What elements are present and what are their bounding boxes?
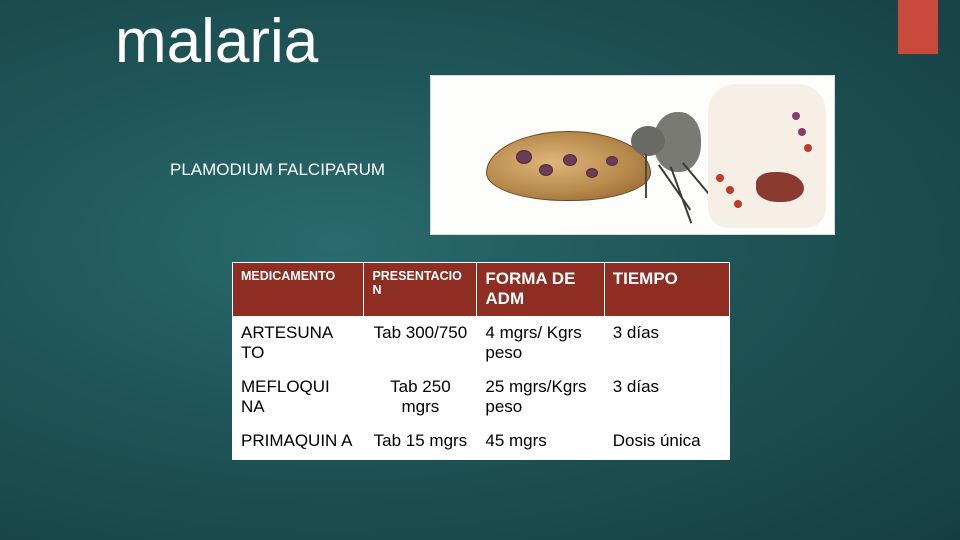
cell-forma: 25 mgrs/Kgrs peso — [477, 371, 604, 425]
liver-shape — [756, 172, 804, 202]
oocyst-shape — [539, 164, 553, 176]
cell-forma: 4 mgrs/ Kgrs peso — [477, 317, 604, 371]
cell-dot-icon — [734, 200, 742, 208]
cell-medicamento: MEFLOQUI NA — [233, 371, 364, 425]
oocyst-shape — [606, 156, 618, 166]
cell-presentacion: Tab 300/750 — [364, 317, 477, 371]
table-row: PRIMAQUIN A Tab 15 mgrs 45 mgrs Dosis ún… — [233, 425, 730, 460]
cell-tiempo: 3 días — [604, 317, 729, 371]
col-header-forma: FORMA DE ADM — [477, 263, 604, 317]
accent-bar — [898, 0, 938, 54]
human-body-shape — [708, 84, 826, 228]
cell-medicamento: ARTESUNA TO — [233, 317, 364, 371]
col-header-medicamento: MEDICAMENTO — [233, 263, 364, 317]
slide-title: malaria — [115, 6, 318, 77]
mosquito-abdomen-shape — [486, 131, 651, 201]
cell-medicamento: PRIMAQUIN A — [233, 425, 364, 460]
mosquito-leg-shape — [670, 166, 692, 223]
medication-table: MEDICAMENTO PRESENTACIO N FORMA DE ADM T… — [232, 262, 730, 460]
cell-dot-icon — [726, 186, 734, 194]
mosquito-proboscis-shape — [645, 154, 647, 198]
cell-dot-icon — [804, 144, 812, 152]
cell-presentacion: Tab 15 mgrs — [364, 425, 477, 460]
lifecycle-diagram — [430, 75, 835, 235]
col-header-tiempo: TIEMPO — [604, 263, 729, 317]
table-row: ARTESUNA TO Tab 300/750 4 mgrs/ Kgrs pes… — [233, 317, 730, 371]
oocyst-shape — [516, 150, 532, 164]
cell-presentacion: Tab 250 mgrs — [364, 371, 477, 425]
cell-tiempo: 3 días — [604, 371, 729, 425]
cell-dot-icon — [716, 174, 724, 182]
table-header-row: MEDICAMENTO PRESENTACIO N FORMA DE ADM T… — [233, 263, 730, 317]
mosquito-head-shape — [631, 126, 665, 156]
slide-subtitle: PLAMODIUM FALCIPARUM — [170, 160, 385, 180]
oocyst-shape — [586, 168, 598, 178]
cell-tiempo: Dosis única — [604, 425, 729, 460]
table-row: MEFLOQUI NA Tab 250 mgrs 25 mgrs/Kgrs pe… — [233, 371, 730, 425]
cell-forma: 45 mgrs — [477, 425, 604, 460]
col-header-presentacion: PRESENTACIO N — [364, 263, 477, 317]
oocyst-shape — [563, 154, 577, 166]
cell-dot-icon — [798, 128, 806, 136]
cell-dot-icon — [792, 112, 800, 120]
